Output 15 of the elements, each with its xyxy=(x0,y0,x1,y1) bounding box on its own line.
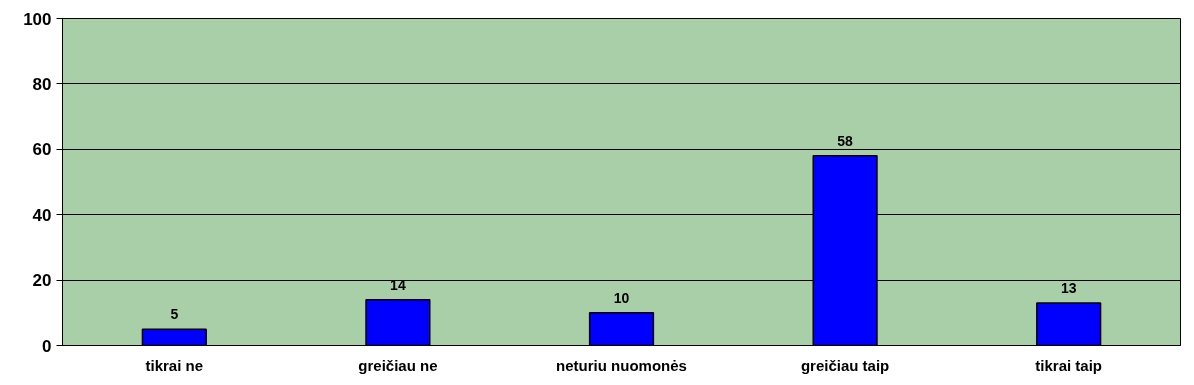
y-tick-label: 40 xyxy=(32,205,52,225)
y-tick-label: 100 xyxy=(23,9,52,29)
y-tick-label: 80 xyxy=(32,74,52,94)
x-tick-label: tikrai ne xyxy=(145,356,204,374)
data-label: 13 xyxy=(1060,280,1077,297)
x-tick-label: greičiau taip xyxy=(800,356,890,374)
x-tick-label: tikrai taip xyxy=(1035,356,1103,374)
data-label: 5 xyxy=(170,306,179,323)
x-tick-label: greičiau ne xyxy=(358,356,438,374)
y-tick-label: 20 xyxy=(32,271,52,291)
data-label: 58 xyxy=(837,133,854,150)
y-tick-label: 0 xyxy=(42,336,52,356)
y-tick-label: 60 xyxy=(32,140,52,160)
data-label: 10 xyxy=(613,289,630,306)
x-tick-label: neturiu nuomonės xyxy=(556,356,687,374)
